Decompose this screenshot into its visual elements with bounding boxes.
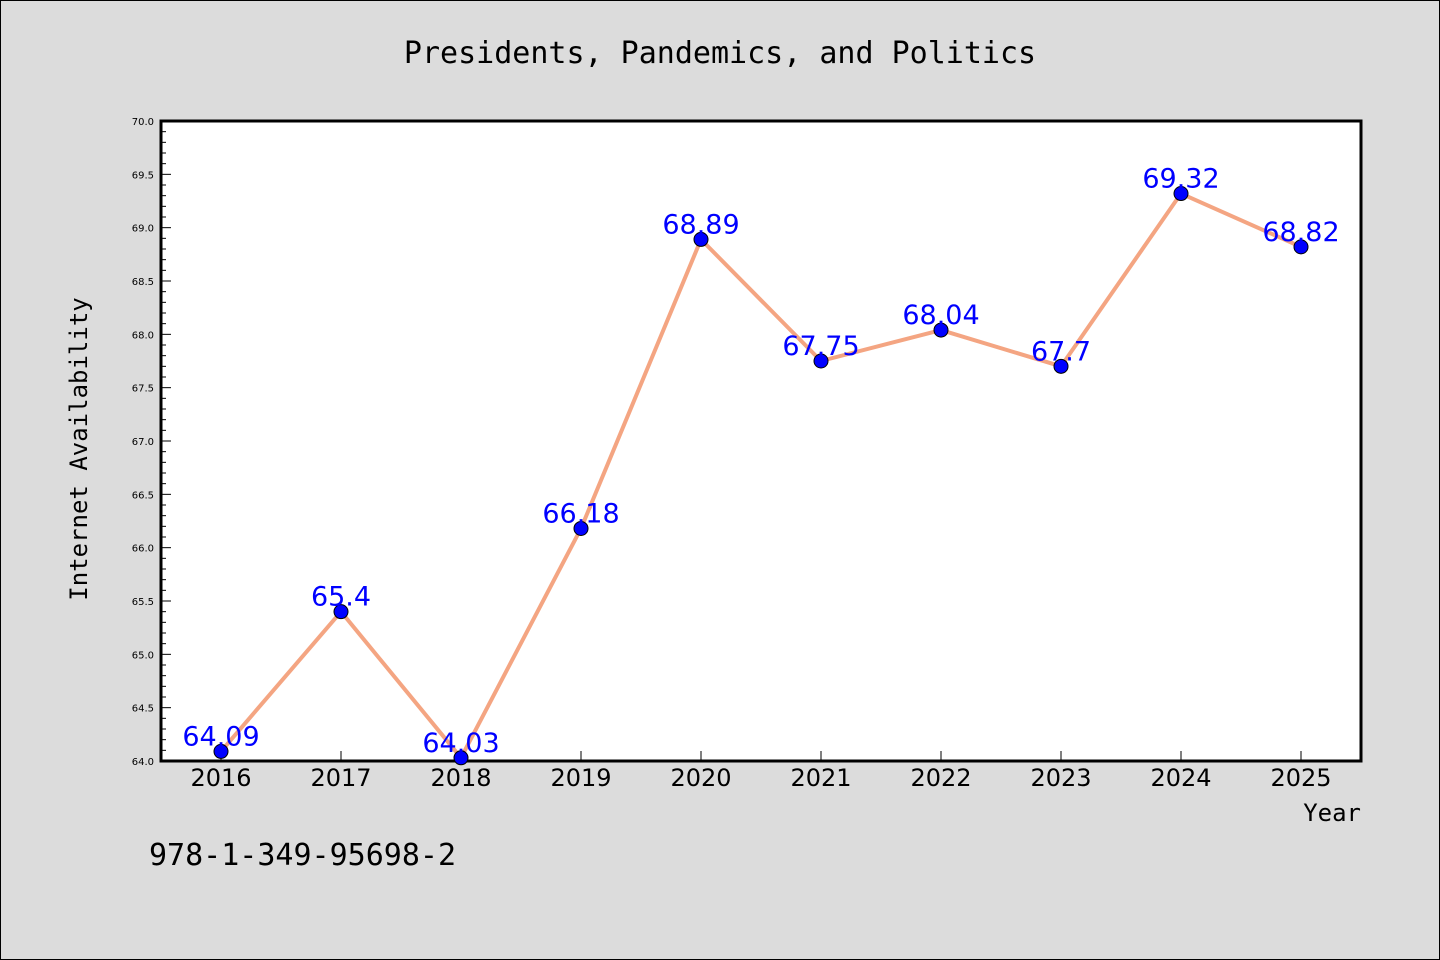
y-tick-label: 70.0: [132, 117, 154, 128]
data-label: 68.04: [902, 300, 979, 331]
x-tick-label: 2023: [1030, 764, 1091, 792]
data-point: [1293, 239, 1309, 255]
data-point: [1053, 358, 1069, 374]
x-tick-label: 2022: [910, 764, 971, 792]
y-tick-label: 68.5: [132, 277, 154, 288]
data-label: 66.18: [542, 498, 619, 529]
y-tick-label: 65.0: [132, 650, 154, 661]
y-tick-label: 67.0: [132, 437, 154, 448]
y-tick-label: 68.0: [132, 330, 154, 341]
plot-area: [159, 119, 1363, 763]
x-tick-label: 2025: [1270, 764, 1331, 792]
x-tick-label: 2016: [190, 764, 251, 792]
data-label: 64.09: [182, 721, 259, 752]
y-tick-label: 66.0: [132, 544, 154, 555]
data-point: [213, 743, 229, 759]
data-point: [333, 604, 349, 620]
x-tick-label: 2018: [430, 764, 491, 792]
y-tick-label: 64.5: [132, 704, 154, 715]
x-tick-label: 2024: [1150, 764, 1211, 792]
x-tick-label: 2020: [670, 764, 731, 792]
series-line: [219, 191, 1302, 760]
y-tick-label: 65.5: [132, 597, 154, 608]
y-tick-label: 67.5: [132, 384, 154, 395]
data-label: 64.03: [422, 728, 499, 759]
x-tick-label: 2019: [550, 764, 611, 792]
y-tick-label: 69.0: [132, 224, 154, 235]
y-axis-label: Internet Availability: [65, 297, 93, 600]
data-point: [573, 520, 589, 536]
data-point: [933, 322, 949, 338]
data-label: 67.7: [1031, 336, 1091, 367]
isbn-text: 978-1-349-95698-2: [149, 838, 456, 873]
x-axis-label: Year: [1303, 799, 1361, 827]
data-label: 67.75: [782, 331, 859, 362]
data-label: 68.82: [1262, 217, 1339, 248]
data-label: 68.89: [662, 209, 739, 240]
x-axis: 2016 2017 2018 2019 2020 2021 2022 2023 2024 2025: [190, 751, 1332, 792]
y-tick-label: 66.5: [132, 490, 154, 501]
data-point: [693, 231, 709, 247]
chart-title: Presidents, Pandemics, and Politics: [404, 36, 1036, 71]
x-tick-label: 2017: [310, 764, 371, 792]
data-point: [1173, 186, 1189, 202]
y-axis: 64.0 64.5 65.0 65.5 66.0 66.5 67.0 67.5 68.0 68.5…: [132, 117, 171, 768]
y-tick-label: 64.0: [132, 757, 154, 768]
series-layer: [213, 186, 1309, 766]
x-tick-label: 2021: [790, 764, 851, 792]
data-point: [453, 750, 469, 766]
data-labels-layer: 64.09 65.4 64.03 66.18 68.89 67.75 68.04 67.7 69…: [182, 164, 1339, 759]
data-label: 65.4: [311, 582, 371, 613]
data-label: 69.32: [1142, 164, 1219, 195]
y-tick-label: 69.5: [132, 170, 154, 181]
data-point: [813, 353, 829, 369]
